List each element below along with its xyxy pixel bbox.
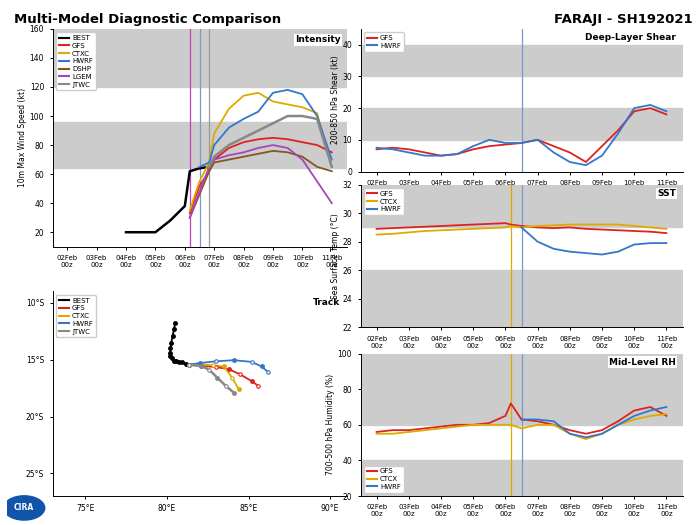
Legend: GFS, CTCX, HWRF: GFS, CTCX, HWRF <box>364 188 404 215</box>
Bar <box>360 185 682 227</box>
Text: Mid-Level RH: Mid-Level RH <box>609 358 676 367</box>
Text: Deep-Layer Shear: Deep-Layer Shear <box>585 33 676 42</box>
Bar <box>360 460 682 496</box>
Bar <box>52 122 346 169</box>
Legend: BEST, GFS, CTXC, HWRF, JTWC: BEST, GFS, CTXC, HWRF, JTWC <box>56 295 96 338</box>
Circle shape <box>4 496 45 520</box>
Bar <box>52 29 346 87</box>
Legend: BEST, GFS, CTXC, HWRF, DSHP, LGEM, JTWC: BEST, GFS, CTXC, HWRF, DSHP, LGEM, JTWC <box>56 33 96 90</box>
Text: CIRA: CIRA <box>14 503 34 512</box>
Y-axis label: 200-850 hPa Shear (kt): 200-850 hPa Shear (kt) <box>330 56 340 144</box>
Text: Track: Track <box>314 298 341 307</box>
Y-axis label: 10m Max Wind Speed (kt): 10m Max Wind Speed (kt) <box>18 88 27 187</box>
Bar <box>360 45 682 77</box>
Bar <box>360 353 682 425</box>
Bar <box>360 108 682 140</box>
Legend: GFS, HWRF: GFS, HWRF <box>364 33 404 51</box>
Legend: GFS, CTCX, HWRF: GFS, CTCX, HWRF <box>364 466 404 492</box>
Text: SST: SST <box>657 189 676 198</box>
Bar <box>360 270 682 327</box>
Y-axis label: Sea Surface Temp (°C): Sea Surface Temp (°C) <box>330 213 340 299</box>
Text: Multi-Model Diagnostic Comparison: Multi-Model Diagnostic Comparison <box>14 13 281 26</box>
Text: Intensity: Intensity <box>295 35 341 45</box>
Y-axis label: 700-500 hPa Humidity (%): 700-500 hPa Humidity (%) <box>326 374 335 475</box>
Text: FARAJI - SH192021: FARAJI - SH192021 <box>554 13 693 26</box>
